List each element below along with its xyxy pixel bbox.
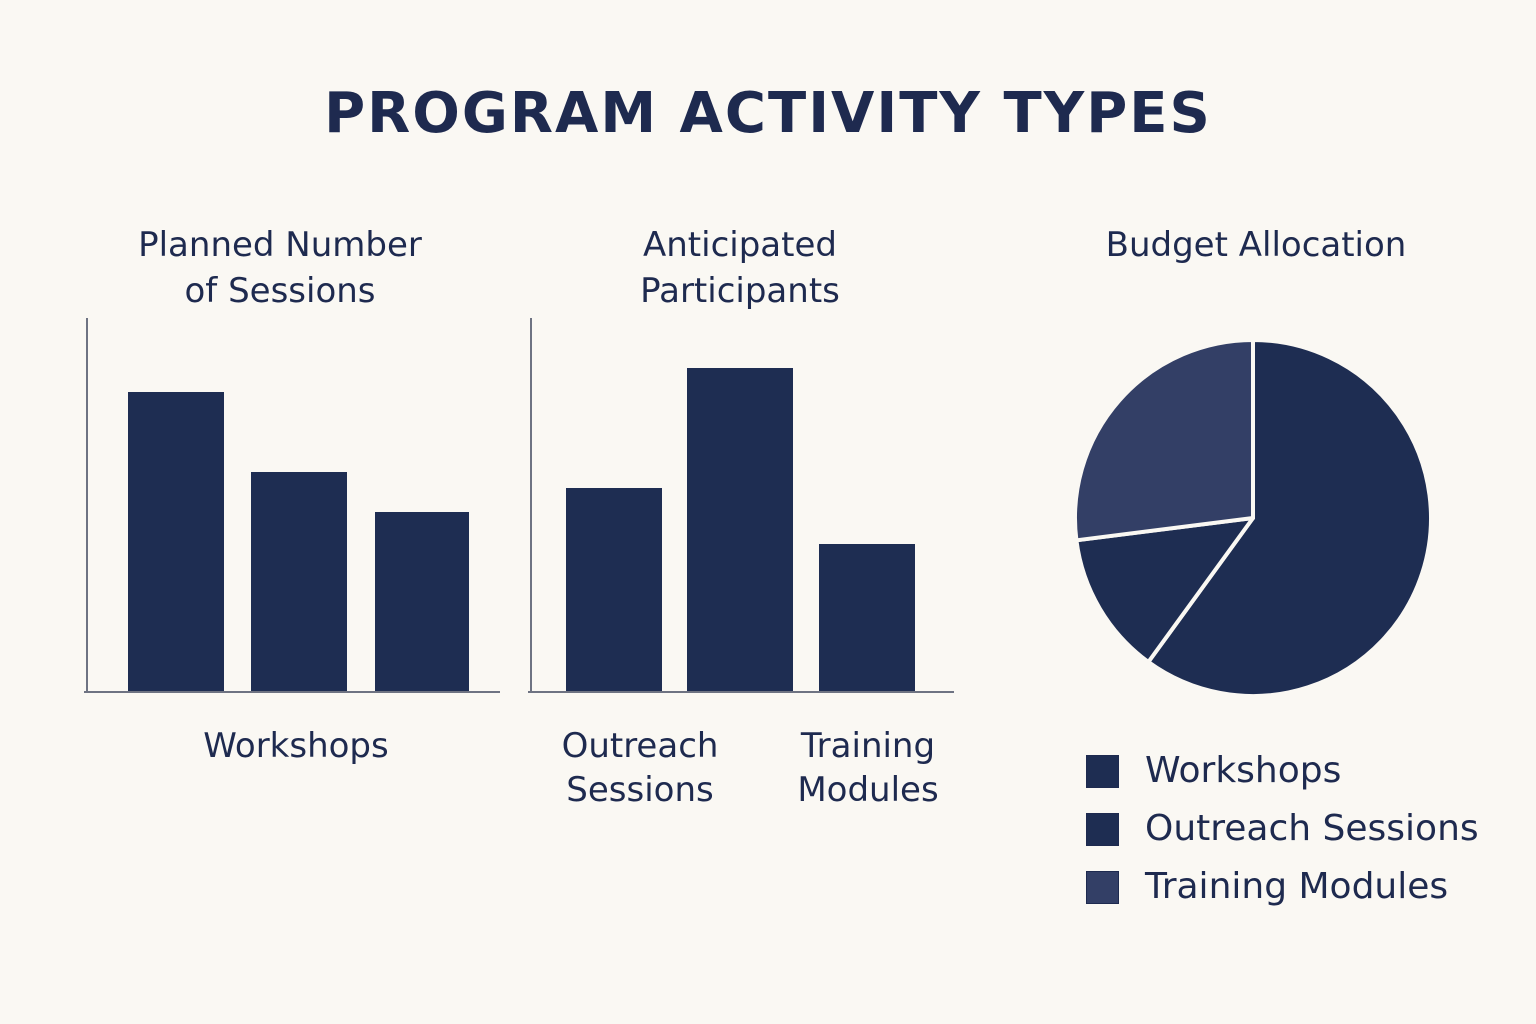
participants-bar-2	[687, 368, 793, 692]
legend-label-training-modules: Training Modules	[1145, 866, 1449, 907]
participants-chart-title: Anticipated Participants	[640, 225, 840, 311]
participants-bar-1	[566, 488, 662, 692]
legend-label-workshops: Workshops	[1145, 750, 1342, 791]
budget-chart-title: Budget Allocation	[1105, 225, 1407, 265]
sessions-bar-3	[375, 512, 469, 692]
sessions-bar-2	[251, 472, 347, 692]
page-title: PROGRAM ACTIVITY TYPES	[324, 81, 1212, 146]
budget-pie-chart	[1072, 338, 1433, 698]
participants-bar-3	[819, 544, 915, 692]
sessions-bar-chart	[84, 318, 500, 693]
sessions-category-label: Workshops	[203, 726, 389, 766]
participants-bar-chart	[528, 318, 954, 693]
sessions-chart-title: Planned Number of Sessions	[138, 225, 422, 311]
legend-swatch-outreach-sessions	[1086, 813, 1119, 846]
pie-slice-workshops	[1146, 338, 1433, 698]
pie-slice-outreach-sessions	[1074, 516, 1255, 665]
participants-category-label-outreach: Outreach Sessions	[561, 726, 719, 810]
sessions-bar-1	[128, 392, 224, 692]
legend-label-outreach-sessions: Outreach Sessions	[1145, 808, 1479, 849]
legend-swatch-training-modules	[1086, 871, 1119, 904]
pie-slice-training-modules	[1072, 338, 1255, 543]
legend-swatch-workshops	[1086, 755, 1119, 788]
participants-category-label-training: Training Modules	[797, 726, 939, 810]
